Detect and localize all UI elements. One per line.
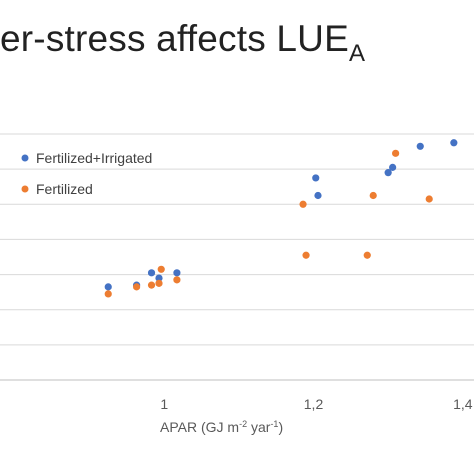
data-point-fertilized-irrigated bbox=[384, 169, 392, 177]
data-point-fertilized-irrigated bbox=[147, 269, 156, 277]
x-axis-label: APAR (GJ m-2 yar-1) bbox=[160, 419, 283, 435]
data-point-fertilized bbox=[104, 290, 112, 298]
x-tick-label: 1 bbox=[160, 396, 168, 412]
data-point-fertilized bbox=[302, 251, 310, 259]
data-points bbox=[104, 139, 458, 298]
data-point-fertilized bbox=[299, 200, 307, 208]
data-point-fertilized bbox=[369, 191, 377, 200]
data-point-fertilized bbox=[392, 149, 400, 157]
slide-title-main: er-stress affects LUE bbox=[0, 18, 349, 59]
data-point-fertilized-irrigated bbox=[450, 139, 458, 147]
data-point-fertilized bbox=[173, 276, 181, 284]
data-point-fertilized-irrigated bbox=[155, 274, 163, 282]
data-point-fertilized bbox=[133, 283, 141, 291]
x-axis-label-sup-2: -1 bbox=[270, 419, 278, 429]
data-point-fertilized bbox=[363, 251, 371, 259]
data-point-fertilized-irrigated bbox=[173, 269, 181, 277]
legend-label-fertilized: Fertilized bbox=[36, 181, 93, 197]
data-point-fertilized-irrigated bbox=[416, 142, 424, 150]
data-point-fertilized bbox=[425, 195, 433, 203]
gridlines bbox=[0, 133, 474, 346]
data-point-fertilized bbox=[147, 281, 156, 289]
slide-title-subscript: A bbox=[348, 40, 366, 67]
legend-marker-fertilized bbox=[21, 185, 29, 193]
x-axis-label-part-2: yar bbox=[247, 419, 271, 435]
x-tick-label: 1,2 bbox=[304, 396, 324, 412]
x-tick-labels: 1 1,2 1,4 bbox=[160, 396, 472, 412]
x-axis-label-part-1: APAR (GJ m bbox=[160, 419, 239, 435]
legend: Fertilized+Irrigated Fertilized bbox=[21, 150, 152, 197]
x-axis-label-part-3: ) bbox=[278, 419, 283, 435]
x-axis-label-sup-1: -2 bbox=[239, 419, 247, 429]
data-point-fertilized bbox=[157, 265, 165, 273]
legend-label-fertilized-irrigated: Fertilized+Irrigated bbox=[36, 150, 152, 166]
data-point-fertilized-irrigated bbox=[312, 174, 320, 182]
slide-title: er-stress affects LUEA bbox=[0, 18, 365, 68]
data-point-fertilized-irrigated bbox=[314, 191, 322, 200]
data-point-fertilized-irrigated bbox=[104, 283, 112, 291]
data-point-fertilized-irrigated bbox=[389, 163, 397, 171]
data-point-fertilized bbox=[155, 279, 163, 287]
x-tick-label: 1,4 bbox=[453, 396, 473, 412]
legend-marker-fertilized-irrigated bbox=[21, 154, 29, 162]
